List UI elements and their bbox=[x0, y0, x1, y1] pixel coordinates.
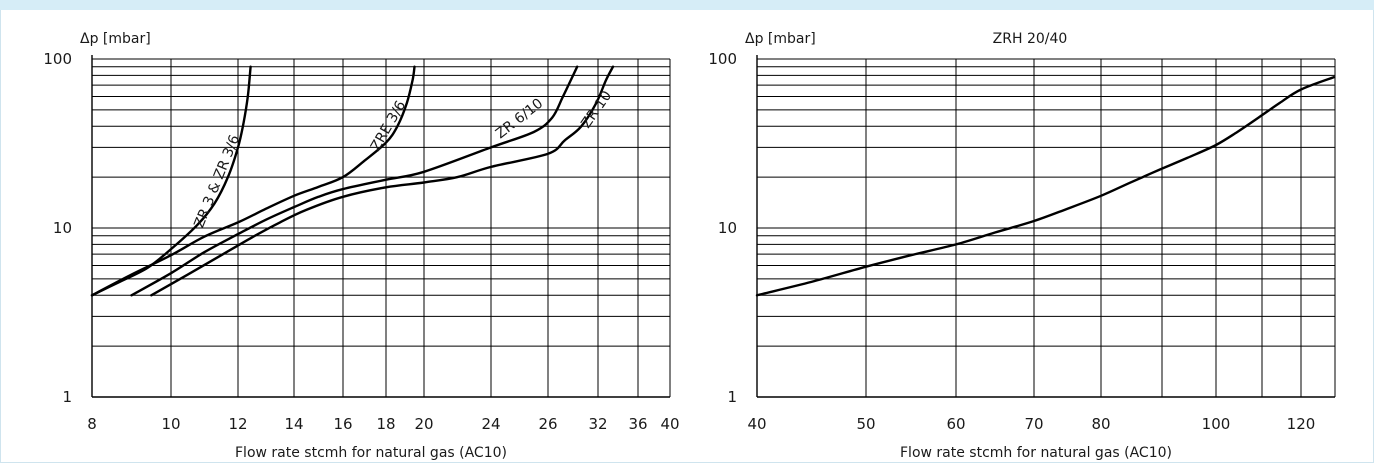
x-tick-label: 16 bbox=[333, 415, 352, 433]
x-tick-label: 10 bbox=[161, 415, 180, 433]
x-tick-label: 20 bbox=[414, 415, 433, 433]
x-tick-label: 8 bbox=[87, 415, 97, 433]
chart-panel-2: 1 10 100 40 50 60 70 80 100 120 Δp [mbar] Flow rate… bbox=[708, 31, 1336, 461]
y-tick-label: 100 bbox=[708, 50, 737, 68]
x-axis-label: Flow rate stcmh for natural gas (AC10) bbox=[900, 445, 1172, 461]
chart-title: ZRH 20/40 bbox=[993, 31, 1068, 47]
x-tick-label: 36 bbox=[628, 415, 647, 433]
y-tick-label: 1 bbox=[727, 388, 737, 406]
y-tick-label: 1 bbox=[62, 388, 72, 406]
x-axis-label: Flow rate stcmh for natural gas (AC10) bbox=[235, 445, 507, 461]
x-tick-label: 60 bbox=[946, 415, 965, 433]
series-line-zr-3-zr-3-6 bbox=[90, 65, 252, 297]
series-line-zr-10 bbox=[150, 65, 615, 297]
x-tick-label: 14 bbox=[284, 415, 303, 433]
series-line-zre-3-6 bbox=[90, 65, 416, 297]
x-tick-label: 100 bbox=[1202, 415, 1231, 433]
series-label: ZR 6/10 bbox=[493, 96, 546, 143]
x-tick-label: 80 bbox=[1091, 415, 1110, 433]
y-tick-label: 100 bbox=[43, 50, 72, 68]
x-tick-label: 18 bbox=[376, 415, 395, 433]
x-tick-label: 26 bbox=[538, 415, 557, 433]
x-tick-label: 120 bbox=[1287, 415, 1316, 433]
series-line-zrh bbox=[755, 76, 1335, 297]
y-tick-label: 10 bbox=[53, 219, 72, 237]
y-tick-label: 10 bbox=[718, 219, 737, 237]
x-tick-label: 50 bbox=[856, 415, 875, 433]
x-tick-label: 32 bbox=[588, 415, 607, 433]
series-line-zr-6-10 bbox=[130, 65, 579, 297]
y-axis-label: Δp [mbar] bbox=[745, 31, 816, 47]
y-axis-label: Δp [mbar] bbox=[80, 31, 151, 47]
x-tick-label: 70 bbox=[1024, 415, 1043, 433]
chart-panel-1: 1 10 100 8 10 12 14 16 18 20 24 26 32 36 40 Δp [mbar] Fl… bbox=[43, 31, 679, 461]
top-banner-strip bbox=[0, 0, 1374, 10]
x-tick-label: 40 bbox=[660, 415, 679, 433]
x-tick-label: 24 bbox=[481, 415, 500, 433]
x-tick-label: 40 bbox=[747, 415, 766, 433]
x-tick-label: 12 bbox=[228, 415, 247, 433]
